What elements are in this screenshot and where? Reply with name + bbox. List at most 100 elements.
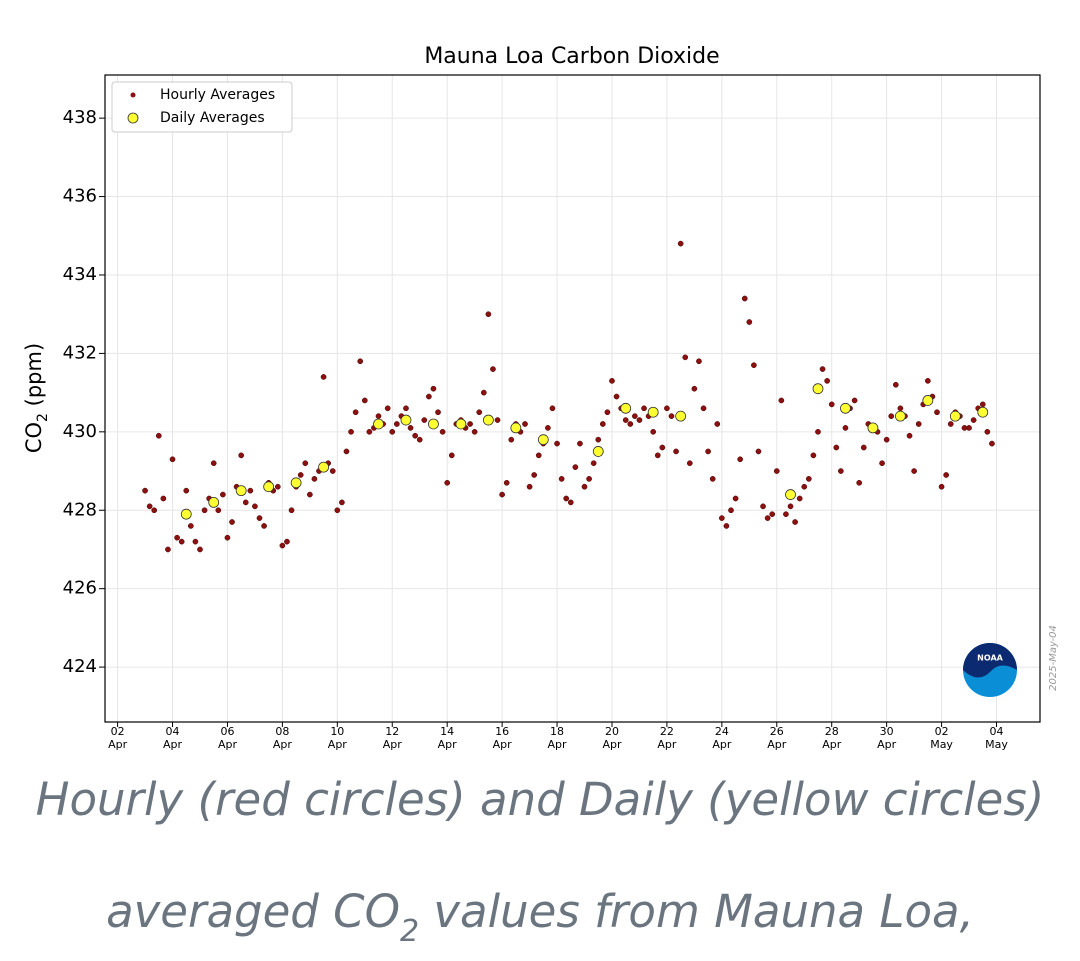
point (984, 428, 991, 435)
point (664, 405, 670, 412)
point (210, 460, 217, 467)
point (329, 468, 336, 474)
point (558, 476, 565, 482)
point (696, 358, 702, 365)
point (263, 481, 275, 493)
caption-part: values from Mauna Loa, (419, 885, 974, 938)
point (174, 534, 180, 541)
point (851, 397, 858, 404)
point (867, 422, 879, 434)
point (183, 487, 190, 494)
point (709, 476, 716, 482)
point (393, 421, 400, 427)
x-tick-label: Apr (602, 738, 622, 751)
point (197, 546, 203, 553)
point (888, 413, 895, 419)
point (430, 385, 437, 392)
point (810, 452, 817, 459)
point (165, 546, 171, 553)
point (691, 385, 698, 392)
legend: Hourly Averages Daily Averages (111, 81, 293, 133)
point (567, 499, 574, 506)
point (235, 485, 247, 497)
point (238, 452, 245, 459)
point (320, 374, 327, 380)
x-tick-label: May (985, 738, 1008, 751)
point (824, 378, 830, 384)
point (389, 428, 396, 435)
point (549, 405, 556, 412)
point (647, 406, 659, 418)
point (668, 413, 675, 419)
point (627, 421, 634, 427)
point (471, 428, 478, 435)
x-tick-label: 08 (275, 725, 289, 738)
point (187, 523, 194, 529)
caption-part: Hourly (red circles) and Daily (yellow c… (36, 773, 1045, 826)
point (508, 436, 515, 443)
point (545, 425, 551, 431)
point (977, 406, 989, 418)
x-tick-label: 14 (440, 725, 454, 738)
plot-marks (142, 240, 995, 553)
point (421, 417, 428, 423)
point (714, 421, 721, 427)
x-tick-label: Apr (822, 738, 842, 751)
point (307, 491, 313, 498)
point (604, 409, 611, 416)
point (773, 468, 780, 474)
point (439, 428, 446, 435)
point (833, 444, 840, 451)
y-tick-label: 428 (63, 499, 97, 520)
x-tick-label: 12 (385, 725, 399, 738)
point (572, 464, 579, 470)
x-tick-label: 18 (550, 725, 564, 738)
y-tick-label: 424 (63, 656, 97, 677)
point (435, 409, 441, 416)
watermark: 2025-May-04 (1048, 625, 1059, 691)
x-tick-label: Apr (108, 738, 128, 751)
point (480, 389, 487, 396)
point (938, 483, 945, 490)
point (673, 448, 679, 455)
point (146, 503, 153, 510)
x-tick-label: 24 (715, 725, 729, 738)
point (426, 393, 432, 400)
point (894, 410, 906, 422)
point (609, 378, 615, 384)
point (620, 402, 632, 414)
x-tick-label: Apr (712, 738, 732, 751)
point (595, 436, 602, 443)
point (455, 418, 467, 430)
point (682, 354, 689, 361)
point (883, 436, 890, 443)
point (142, 487, 148, 494)
point (686, 460, 693, 467)
point (970, 417, 977, 423)
point (943, 472, 950, 478)
x-tick-label: 26 (770, 725, 784, 738)
point (934, 409, 940, 416)
point (966, 425, 972, 431)
point (819, 366, 826, 372)
y-tick-label: 432 (63, 342, 97, 363)
x-tick-label: 16 (495, 725, 509, 738)
x-tick-label: 22 (660, 725, 674, 738)
point (297, 472, 304, 478)
legend-marker (130, 92, 136, 98)
y-label-part: CO (22, 422, 46, 453)
point (290, 477, 302, 489)
point (537, 434, 549, 446)
point (192, 538, 199, 545)
point (522, 421, 528, 427)
point (503, 479, 510, 486)
point (343, 448, 350, 455)
point (949, 410, 961, 422)
point (334, 507, 341, 514)
point (554, 440, 560, 447)
point (760, 503, 766, 510)
x-tick-label: 02 (935, 725, 949, 738)
y-label-subscript: 2 (35, 413, 51, 422)
point (416, 436, 423, 443)
